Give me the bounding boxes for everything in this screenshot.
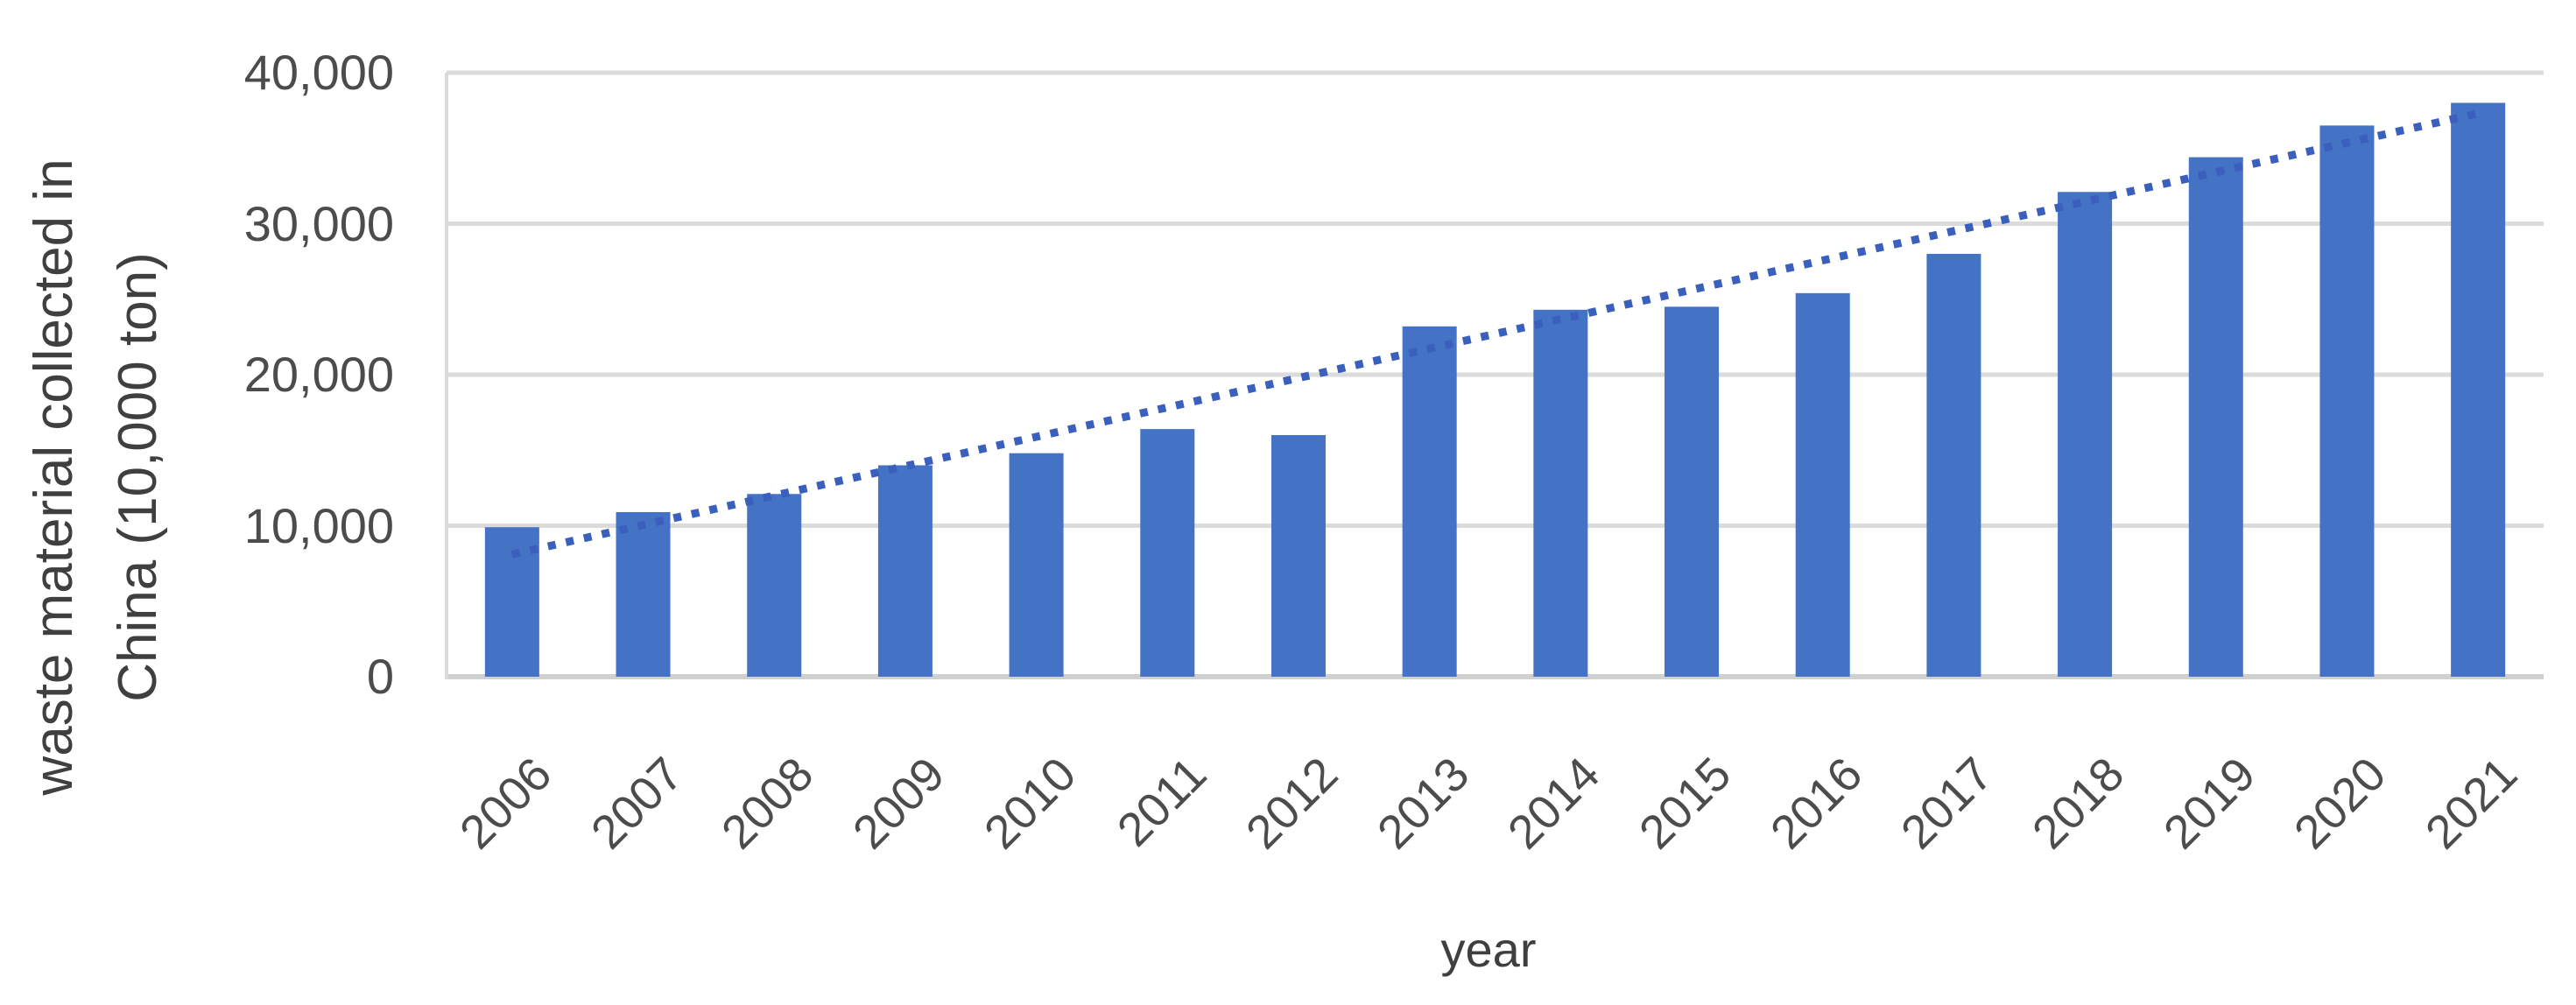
bar-2019 <box>2188 157 2243 678</box>
bar-2014 <box>1533 309 1588 677</box>
x-axis-title: year <box>1440 922 1537 977</box>
bar-2021 <box>2451 102 2506 677</box>
y-axis-title-line2: China (10,000 ton) <box>108 252 168 702</box>
bar-2010 <box>1009 453 1064 677</box>
y-tick-0: 0 <box>366 649 394 704</box>
bar-2012 <box>1270 435 1326 677</box>
bar-2018 <box>2058 192 2113 677</box>
bar-2013 <box>1402 326 1457 677</box>
y-tick-30000: 30,000 <box>243 195 394 251</box>
y-axis-title: waste material collected in China (10,00… <box>12 0 180 959</box>
y-tick-20000: 20,000 <box>243 347 394 402</box>
trendline <box>510 109 2480 559</box>
bar-2015 <box>1665 306 1720 677</box>
y-tick-10000: 10,000 <box>243 497 394 553</box>
y-tick-40000: 40,000 <box>243 45 394 100</box>
bar-2011 <box>1140 429 1195 677</box>
bar-2017 <box>1926 254 1981 677</box>
bar-2009 <box>877 465 933 677</box>
bar-2008 <box>747 494 802 677</box>
y-axis-title-line1: waste material collected in <box>24 158 84 796</box>
bar-2020 <box>2319 125 2375 677</box>
bar-2016 <box>1795 292 1850 677</box>
bar-2007 <box>616 511 671 677</box>
